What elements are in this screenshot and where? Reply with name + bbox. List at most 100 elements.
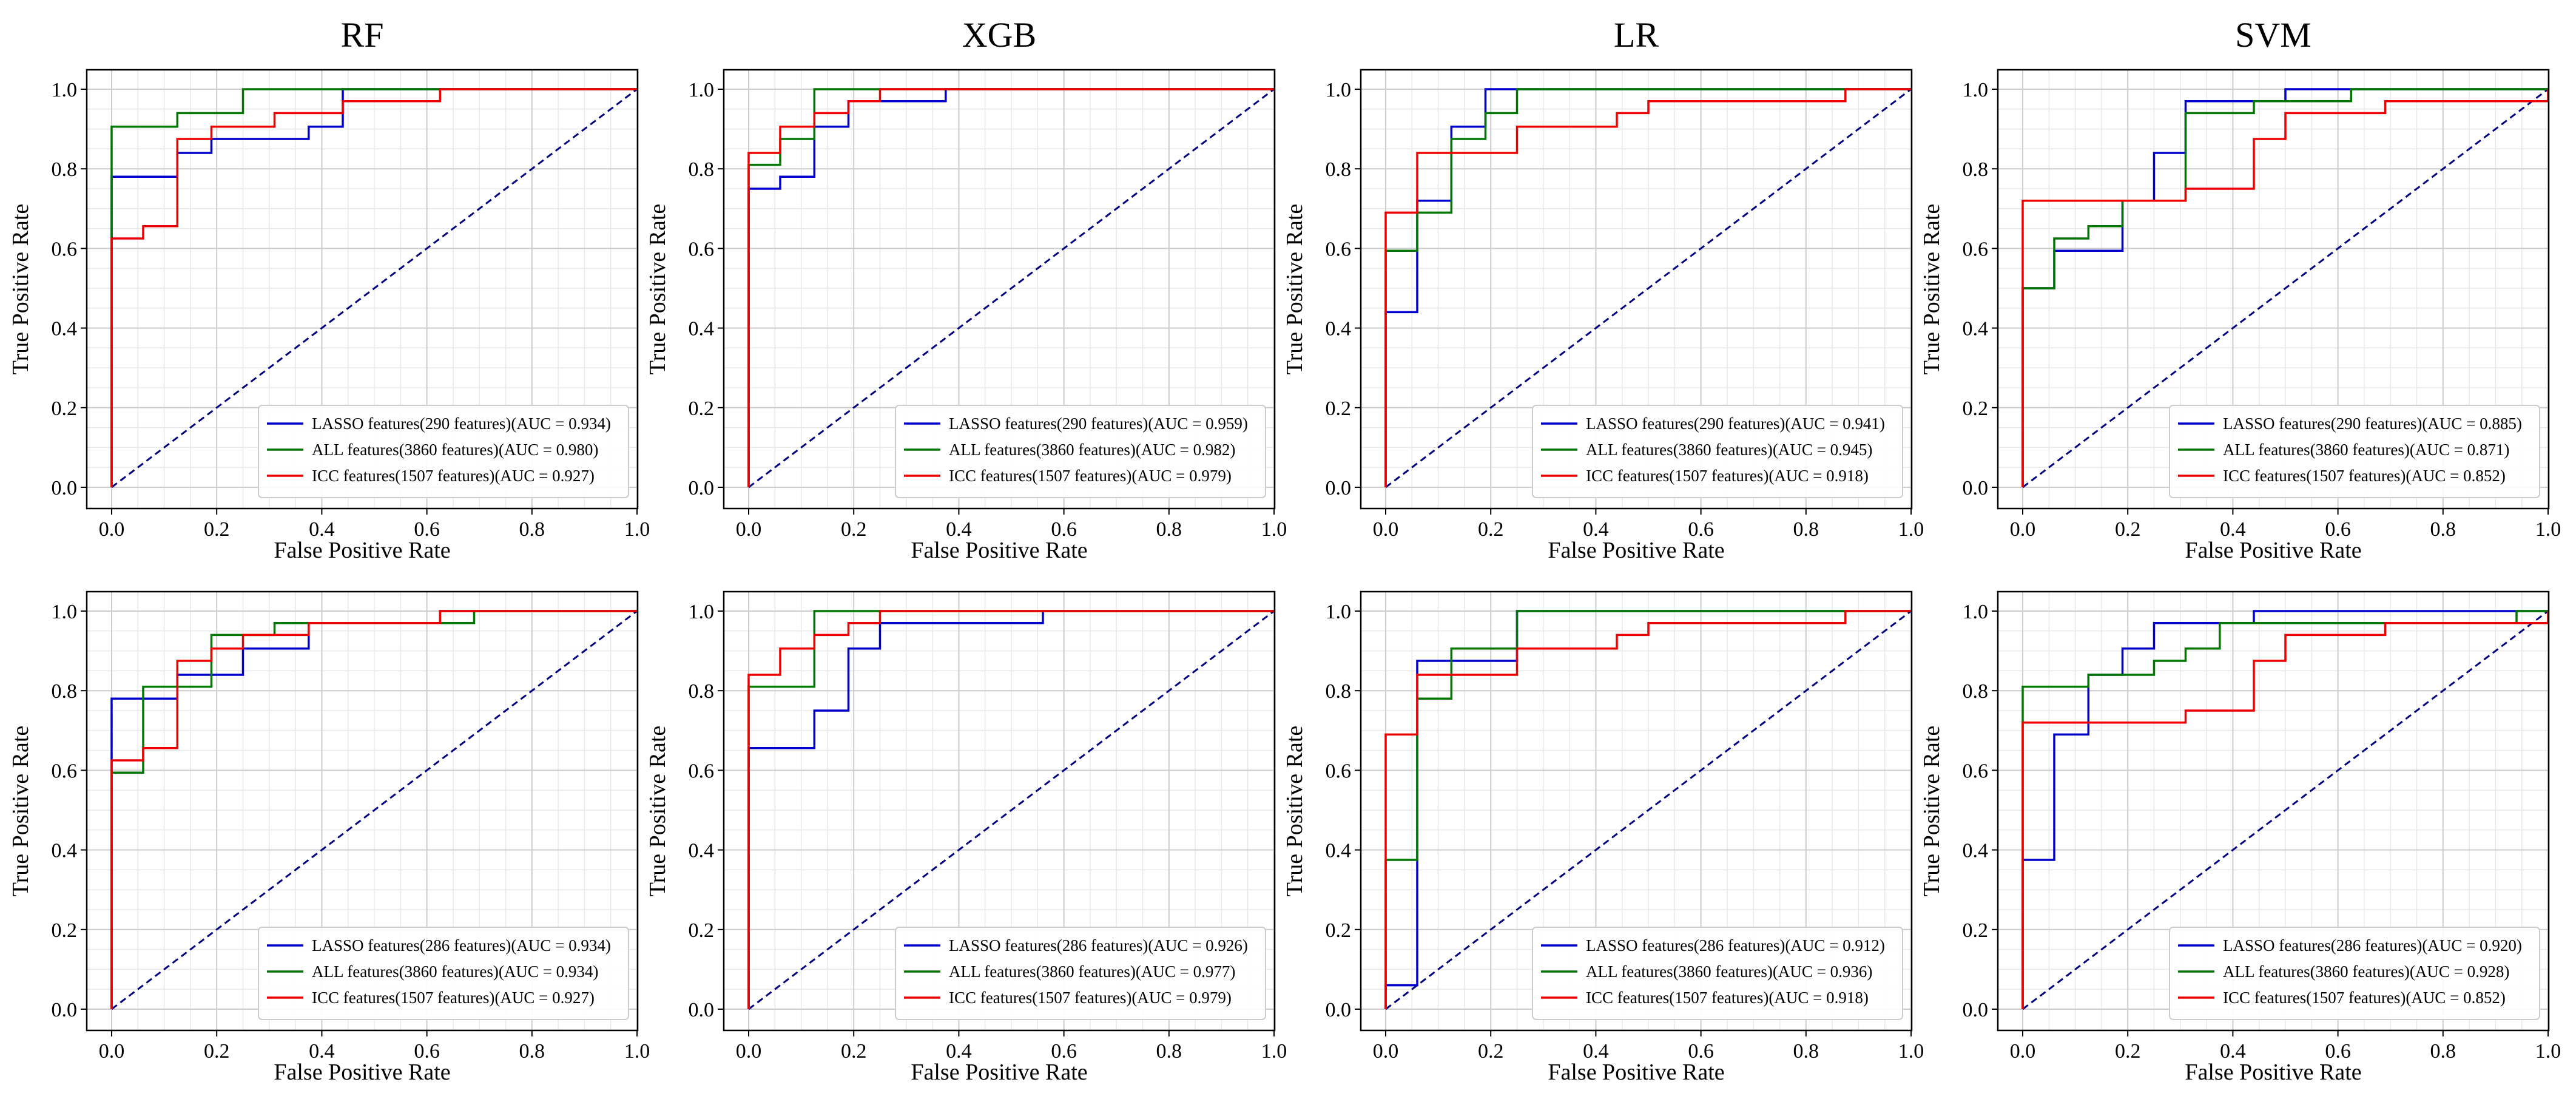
- y-axis-label: True Positive Rate: [645, 726, 670, 897]
- y-tick-label: 0.8: [1326, 158, 1352, 181]
- x-tick-label: 0.8: [2430, 518, 2456, 541]
- y-tick-label: 0.6: [1326, 760, 1352, 782]
- roc-curve-series-1: [747, 610, 1274, 1009]
- legend-entry: ICC features(1507 features)(AUC = 0.927): [312, 989, 595, 1007]
- roc-panel: 0.0 0.2 0.4 0.6 0.8 1.0 0.0 0.2 0.4 0.6 0.8 1.0 Fals…: [8, 590, 650, 1085]
- chance-diagonal-line: [1385, 88, 1912, 488]
- chance-diagonal-line: [748, 610, 1275, 1010]
- x-tick-label: 0.6: [2325, 518, 2351, 541]
- roc-panel: 0.0 0.2 0.4 0.6 0.8 1.0 0.0 0.2 0.4 0.6 0.8 1.0 Fals…: [645, 590, 1287, 1085]
- y-axis-label: True Positive Rate: [645, 204, 670, 375]
- legend-box: [2169, 405, 2540, 498]
- y-tick-label: 0.8: [689, 680, 715, 703]
- roc-curve-series-2: [110, 610, 637, 1009]
- x-axis-label: False Positive Rate: [274, 1060, 450, 1085]
- legend-entry: ICC features(1507 features)(AUC = 0.918): [1586, 467, 1869, 485]
- y-tick-label: 0.2: [1963, 919, 1989, 942]
- legend-entry: ALL features(3860 features)(AUC = 0.945): [1586, 441, 1872, 459]
- legend-box: [1532, 405, 1903, 498]
- x-tick-label: 1.0: [624, 518, 650, 541]
- legend-entry: LASSO features(290 features)(AUC = 0.885…: [2223, 414, 2522, 433]
- panel-title: SVM: [2235, 15, 2311, 55]
- legend-entry: LASSO features(290 features)(AUC = 0.959…: [949, 414, 1248, 433]
- x-tick-label: 0.8: [1156, 518, 1182, 541]
- x-tick-label: 0.6: [414, 1040, 440, 1063]
- legend-entry: ALL features(3860 features)(AUC = 0.980): [312, 441, 598, 459]
- x-tick-label: 0.0: [99, 1040, 125, 1063]
- x-tick-label: 0.4: [946, 1040, 972, 1063]
- x-tick-label: 0.2: [841, 518, 867, 541]
- y-tick-label: 0.6: [1326, 238, 1352, 260]
- legend-entry: LASSO features(286 features)(AUC = 0.926…: [949, 936, 1248, 955]
- axes-frame: [1360, 69, 1913, 510]
- y-tick-label: 0.0: [689, 999, 715, 1021]
- x-tick-label: 1.0: [1898, 518, 1924, 541]
- y-tick-label: 0.2: [689, 919, 715, 942]
- y-tick-label: 1.0: [1326, 79, 1352, 101]
- x-tick-label: 1.0: [624, 1040, 650, 1063]
- x-tick-label: 0.8: [519, 1040, 545, 1063]
- panel-title: XGB: [962, 15, 1036, 55]
- x-tick-label: 0.6: [1688, 518, 1714, 541]
- y-tick-label: 1.0: [52, 79, 78, 101]
- x-tick-label: 0.4: [309, 1040, 335, 1063]
- roc-curve-series-3: [747, 88, 1274, 487]
- y-tick-label: 0.2: [689, 397, 715, 420]
- legend-box: [895, 927, 1266, 1020]
- x-tick-label: 0.6: [1051, 518, 1077, 541]
- y-tick-label: 0.4: [1963, 840, 1989, 862]
- legend-box: [258, 927, 629, 1020]
- y-tick-label: 0.0: [52, 477, 78, 499]
- x-tick-label: 0.6: [1688, 1040, 1714, 1063]
- axes-frame: [86, 69, 639, 510]
- roc-curve-series-3: [747, 610, 1274, 1009]
- legend-box: [258, 405, 629, 498]
- roc-curve-series-1: [2021, 610, 2548, 1009]
- x-tick-label: 1.0: [1261, 518, 1287, 541]
- y-tick-label: 0.2: [1326, 397, 1352, 420]
- roc-panel: 0.0 0.2 0.4 0.6 0.8 1.0 0.0 0.2 0.4 0.6 0.8 1.0 Fals…: [1919, 15, 2561, 563]
- y-tick-label: 0.6: [1963, 760, 1989, 782]
- roc-curve-series-3: [2021, 89, 2549, 487]
- y-tick-label: 0.8: [1963, 158, 1989, 181]
- panel-title: LR: [1614, 15, 1659, 55]
- roc-curve-series-2: [1384, 88, 1911, 487]
- chance-diagonal-line: [111, 88, 638, 488]
- chance-diagonal-line: [2022, 610, 2549, 1010]
- x-tick-label: 0.8: [2430, 1040, 2456, 1063]
- y-tick-label: 0.4: [1963, 318, 1989, 340]
- x-tick-label: 1.0: [2535, 1040, 2561, 1063]
- legend-entry: LASSO features(286 features)(AUC = 0.934…: [312, 936, 611, 955]
- x-tick-label: 0.4: [309, 518, 335, 541]
- x-tick-label: 0.6: [1051, 1040, 1077, 1063]
- legend-entry: ALL features(3860 features)(AUC = 0.936): [1586, 962, 1872, 981]
- axes-frame: [1360, 590, 1913, 1032]
- legend-box: [895, 405, 1266, 498]
- y-tick-label: 0.6: [1963, 238, 1989, 260]
- y-tick-label: 0.0: [1963, 999, 1989, 1021]
- y-tick-label: 0.8: [689, 158, 715, 181]
- y-tick-label: 1.0: [689, 601, 715, 623]
- x-tick-label: 0.8: [1793, 518, 1819, 541]
- legend-entry: LASSO features(290 features)(AUC = 0.941…: [1586, 414, 1885, 433]
- y-tick-label: 0.4: [689, 318, 715, 340]
- y-tick-label: 0.0: [1326, 477, 1352, 499]
- x-tick-label: 1.0: [2535, 518, 2561, 541]
- x-axis-label: False Positive Rate: [1548, 538, 1724, 563]
- legend-entry: ALL features(3860 features)(AUC = 0.928): [2223, 962, 2509, 981]
- legend-entry: LASSO features(286 features)(AUC = 0.920…: [2223, 936, 2522, 955]
- y-tick-label: 0.2: [52, 397, 78, 420]
- x-tick-label: 0.2: [2115, 1040, 2141, 1063]
- roc-panel: 0.0 0.2 0.4 0.6 0.8 1.0 0.0 0.2 0.4 0.6 0.8 1.0 Fals…: [8, 15, 650, 563]
- y-tick-label: 0.6: [52, 760, 78, 782]
- x-axis-label: False Positive Rate: [2185, 538, 2361, 563]
- y-axis-label: True Positive Rate: [1919, 726, 1944, 897]
- axes-frame: [1997, 69, 2550, 510]
- x-tick-label: 1.0: [1261, 1040, 1287, 1063]
- x-tick-label: 0.0: [736, 1040, 762, 1063]
- x-tick-label: 0.8: [1156, 1040, 1182, 1063]
- chance-diagonal-line: [1385, 610, 1912, 1010]
- y-tick-label: 0.4: [689, 840, 715, 862]
- roc-curve-series-3: [110, 610, 637, 1009]
